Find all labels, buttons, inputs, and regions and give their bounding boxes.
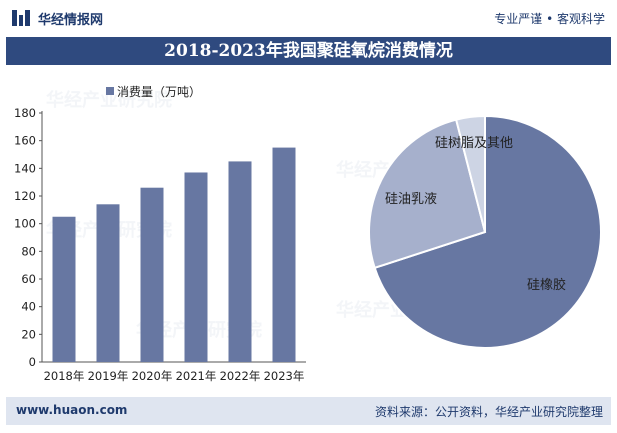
bar (272, 147, 296, 362)
bar (184, 172, 208, 362)
pie-slice (368, 118, 487, 270)
y-tick-label: 180 (14, 106, 36, 120)
x-tick-label: 2019年 (88, 369, 129, 383)
data-source: 资料来源：公开资料，华经产业研究院整理 (374, 405, 603, 419)
x-tick-label: 2018年 (44, 369, 85, 383)
bar (228, 161, 252, 362)
y-tick-label: 120 (14, 189, 36, 203)
x-tick-label: 2022年 (220, 369, 261, 383)
y-tick-label: 0 (29, 355, 36, 369)
pie-slice-label: 硅油乳液 (385, 192, 437, 207)
pie-slice (454, 114, 486, 233)
pie-slice (373, 114, 602, 349)
x-tick-label: 2021年 (176, 369, 217, 383)
legend-swatch (106, 87, 114, 95)
pie-chart: 硅橡胶 硅油乳液 硅树脂及其他 (368, 114, 602, 349)
chart-title: 2018-2023年我国聚硅氧烷消费情况 (164, 41, 453, 61)
watermark-text: 华经产业研究院 (46, 89, 172, 111)
y-tick-label: 20 (21, 327, 36, 341)
website-link[interactable]: www.huaon.com (16, 403, 128, 417)
footer-bar: www.huaon.com 资料来源：公开资料，华经产业研究院整理 (6, 397, 611, 425)
y-tick-label: 40 (21, 300, 36, 314)
brand-logo-icon (12, 10, 30, 26)
chart-area: 华经产业研究院华经产业研究院华经产业研究院华经产业研究院华经产业研究院 消费量（… (6, 66, 611, 394)
slogan: 专业严谨 • 客观科学 (494, 12, 605, 26)
chart-canvas: 华经产业研究院华经产业研究院华经产业研究院华经产业研究院华经产业研究院 消费量（… (14, 85, 602, 383)
top-bar: 华经情报网 专业严谨 • 客观科学 (0, 0, 617, 36)
title-band: 2018-2023年我国聚硅氧烷消费情况 (6, 37, 611, 65)
bar-chart: 消费量（万吨） 0 20 40 60 80 100 120 140 160 180 2018年 2019… (14, 85, 306, 383)
y-tick-label: 140 (14, 161, 36, 175)
bar (140, 187, 164, 362)
bar (96, 204, 120, 362)
brand-name: 华经情报网 (38, 13, 104, 28)
y-tick-label: 160 (14, 134, 36, 148)
x-tick-label: 2020年 (132, 369, 173, 383)
pie-slice-label: 硅树脂及其他 (435, 136, 513, 151)
legend-label: 消费量（万吨） (117, 85, 201, 99)
pie-slice-label: 硅橡胶 (527, 277, 566, 293)
y-tick-label: 100 (14, 217, 36, 231)
y-tick-label: 80 (21, 244, 36, 258)
y-tick-label: 60 (21, 272, 36, 286)
x-tick-label: 2023年 (264, 369, 305, 383)
bar (52, 216, 76, 362)
